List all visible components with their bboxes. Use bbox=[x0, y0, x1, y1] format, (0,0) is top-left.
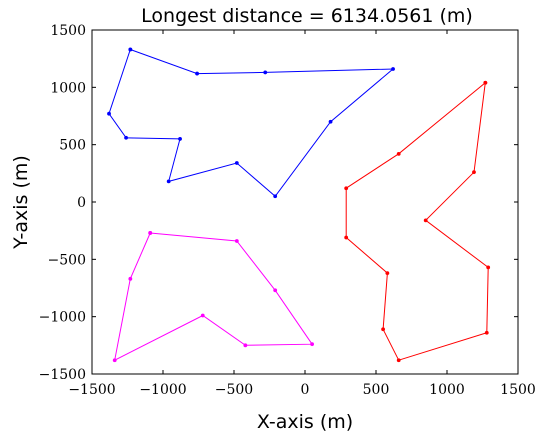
y-tick-label: 1000 bbox=[50, 80, 86, 96]
data-point bbox=[195, 71, 199, 76]
y-tick-label: −1500 bbox=[39, 367, 86, 383]
data-point bbox=[381, 327, 385, 332]
data-point bbox=[200, 313, 205, 318]
data-point bbox=[344, 235, 349, 240]
data-point bbox=[124, 135, 128, 140]
plot-area bbox=[91, 29, 519, 375]
x-tick-label: 0 bbox=[301, 382, 310, 398]
y-tick-label: −1000 bbox=[39, 310, 86, 326]
data-point bbox=[396, 358, 401, 363]
data-point bbox=[484, 330, 489, 335]
series-line bbox=[108, 49, 395, 198]
chart-title: Longest distance = 6134.0561 (m) bbox=[141, 5, 473, 27]
data-point bbox=[148, 231, 153, 235]
data-point bbox=[391, 67, 395, 71]
series-layer bbox=[107, 47, 491, 363]
x-tick-label: 500 bbox=[363, 382, 390, 398]
data-point bbox=[234, 161, 239, 165]
data-point bbox=[344, 186, 349, 191]
y-tick-label: 500 bbox=[59, 138, 86, 154]
data-point bbox=[234, 239, 239, 243]
series-line bbox=[345, 82, 489, 361]
data-point bbox=[243, 343, 248, 348]
data-point bbox=[128, 47, 133, 52]
data-point bbox=[166, 179, 171, 184]
x-axis-ticks: −1500 −1000 −500 0 500 1000 1500 bbox=[68, 30, 536, 398]
data-point bbox=[178, 137, 182, 141]
series-1 bbox=[107, 47, 395, 199]
x-tick-label: −500 bbox=[215, 382, 253, 398]
data-point bbox=[396, 151, 401, 156]
data-point bbox=[273, 288, 278, 293]
data-point bbox=[112, 358, 117, 363]
x-tick-label: 1500 bbox=[500, 382, 536, 398]
data-point bbox=[107, 111, 111, 116]
data-point bbox=[483, 80, 488, 85]
data-point bbox=[385, 271, 390, 275]
data-point bbox=[310, 342, 314, 347]
y-tick-label: −500 bbox=[48, 252, 86, 268]
series-2 bbox=[344, 80, 491, 363]
x-tick-label: 1000 bbox=[429, 382, 465, 398]
y-tick-label: 0 bbox=[77, 195, 86, 211]
x-axis-label: X-axis (m) bbox=[257, 411, 353, 433]
data-point bbox=[328, 119, 333, 124]
y-axis-ticks: −1500 −1000 −500 0 500 1000 1500 bbox=[39, 23, 518, 383]
data-point bbox=[263, 70, 268, 75]
data-point bbox=[423, 218, 428, 223]
x-tick-label: −1000 bbox=[139, 382, 186, 398]
x-tick-label: −1500 bbox=[68, 382, 115, 398]
y-tick-label: 1500 bbox=[50, 23, 86, 39]
data-point bbox=[472, 170, 476, 175]
data-point bbox=[486, 265, 491, 270]
data-point bbox=[128, 276, 133, 281]
data-point bbox=[273, 194, 278, 199]
series-3 bbox=[112, 231, 314, 363]
y-axis-label: Y-axis (m) bbox=[10, 155, 32, 250]
